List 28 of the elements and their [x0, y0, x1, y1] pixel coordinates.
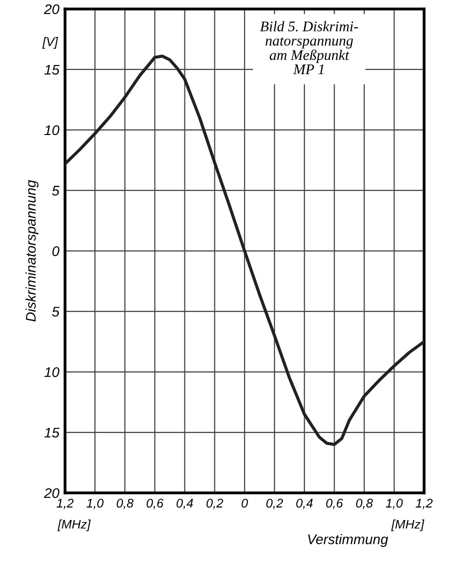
y-tick-label: 15 [44, 428, 60, 438]
y-tick-label: 15 [44, 64, 60, 75]
y-tick-label: 20 [44, 488, 60, 498]
x-tick-label: 0,2 [206, 498, 224, 510]
x-tick-label: 0,6 [326, 498, 344, 510]
x-tick-label: 0,6 [146, 498, 164, 510]
x-tick-label: 1,2 [56, 498, 74, 510]
y-tick-label: 10 [44, 367, 60, 378]
x-tick-label: 1,2 [416, 498, 433, 510]
text: Bild 5. Diskrimi- natorspannung am Meßpunkt MP 1 [260, 21, 358, 74]
x-tick-label: 0,8 [116, 498, 134, 510]
x-tick-label: 0 [242, 498, 248, 508]
y-tick-label: 10 [44, 125, 60, 136]
x-tick-label: 0,4 [176, 498, 193, 510]
text: [V] [42, 37, 58, 49]
y-tick-label: 5 [52, 306, 60, 317]
y-tick-label: 5 [52, 186, 60, 196]
text: [MHz] [391, 519, 424, 532]
x-axis-title: Verstimmung [308, 534, 388, 547]
x-tick-label: 1,0 [386, 498, 403, 510]
y-tick-label: 20 [44, 4, 60, 14]
x-tick-label: 1,0 [86, 498, 104, 510]
x-tick-label: 0,2 [266, 498, 283, 510]
y-axis-title: Diskriminatorspannung [26, 180, 38, 322]
x-tick-label: 0,8 [356, 498, 373, 510]
x-tick-label: 0,4 [296, 498, 313, 510]
y-tick-label: 0 [52, 246, 60, 256]
text: [MHz] [58, 519, 91, 532]
